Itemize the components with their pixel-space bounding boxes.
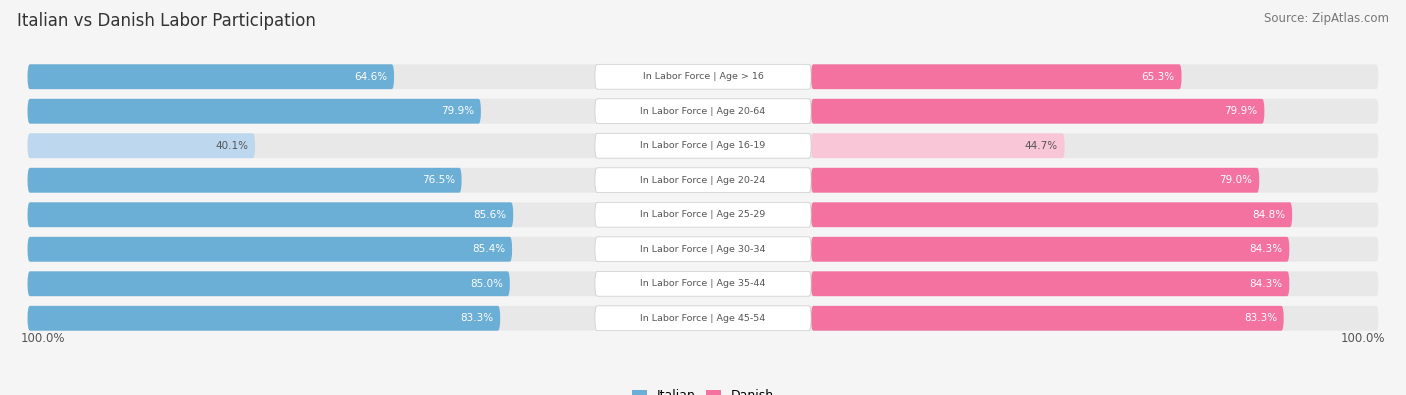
- FancyBboxPatch shape: [28, 99, 1378, 124]
- FancyBboxPatch shape: [811, 134, 1064, 158]
- Text: In Labor Force | Age 20-64: In Labor Force | Age 20-64: [640, 107, 766, 116]
- FancyBboxPatch shape: [595, 271, 811, 296]
- Text: 65.3%: 65.3%: [1142, 72, 1175, 82]
- FancyBboxPatch shape: [811, 271, 1289, 296]
- Text: 64.6%: 64.6%: [354, 72, 387, 82]
- Text: In Labor Force | Age 30-34: In Labor Force | Age 30-34: [640, 245, 766, 254]
- FancyBboxPatch shape: [811, 168, 1260, 193]
- Text: 100.0%: 100.0%: [21, 332, 65, 345]
- FancyBboxPatch shape: [28, 168, 1378, 193]
- FancyBboxPatch shape: [595, 202, 811, 227]
- FancyBboxPatch shape: [595, 306, 811, 331]
- Legend: Italian, Danish: Italian, Danish: [627, 384, 779, 395]
- FancyBboxPatch shape: [28, 237, 512, 261]
- Text: In Labor Force | Age 25-29: In Labor Force | Age 25-29: [640, 210, 766, 219]
- Text: 40.1%: 40.1%: [215, 141, 249, 151]
- FancyBboxPatch shape: [28, 64, 1378, 89]
- Text: 100.0%: 100.0%: [1341, 332, 1385, 345]
- FancyBboxPatch shape: [811, 99, 1264, 124]
- FancyBboxPatch shape: [28, 271, 510, 296]
- FancyBboxPatch shape: [28, 306, 1378, 331]
- FancyBboxPatch shape: [28, 306, 501, 331]
- Text: 84.8%: 84.8%: [1253, 210, 1285, 220]
- Text: 83.3%: 83.3%: [460, 313, 494, 323]
- Text: 79.9%: 79.9%: [441, 106, 474, 116]
- FancyBboxPatch shape: [28, 99, 481, 124]
- Text: 79.0%: 79.0%: [1219, 175, 1253, 185]
- Text: 79.9%: 79.9%: [1225, 106, 1257, 116]
- FancyBboxPatch shape: [595, 168, 811, 193]
- FancyBboxPatch shape: [28, 134, 254, 158]
- FancyBboxPatch shape: [28, 168, 461, 193]
- Text: In Labor Force | Age > 16: In Labor Force | Age > 16: [643, 72, 763, 81]
- Text: Italian vs Danish Labor Participation: Italian vs Danish Labor Participation: [17, 12, 316, 30]
- FancyBboxPatch shape: [28, 64, 394, 89]
- Text: 85.0%: 85.0%: [470, 279, 503, 289]
- Text: 84.3%: 84.3%: [1250, 244, 1282, 254]
- Text: 85.6%: 85.6%: [474, 210, 506, 220]
- Text: 76.5%: 76.5%: [422, 175, 456, 185]
- FancyBboxPatch shape: [811, 306, 1284, 331]
- FancyBboxPatch shape: [595, 64, 811, 89]
- FancyBboxPatch shape: [28, 237, 1378, 261]
- Text: In Labor Force | Age 16-19: In Labor Force | Age 16-19: [640, 141, 766, 150]
- FancyBboxPatch shape: [28, 202, 513, 227]
- Text: 85.4%: 85.4%: [472, 244, 505, 254]
- FancyBboxPatch shape: [28, 271, 1378, 296]
- FancyBboxPatch shape: [595, 134, 811, 158]
- Text: 84.3%: 84.3%: [1250, 279, 1282, 289]
- Text: 83.3%: 83.3%: [1244, 313, 1277, 323]
- FancyBboxPatch shape: [595, 99, 811, 124]
- FancyBboxPatch shape: [811, 202, 1292, 227]
- FancyBboxPatch shape: [811, 64, 1181, 89]
- FancyBboxPatch shape: [28, 202, 1378, 227]
- Text: In Labor Force | Age 45-54: In Labor Force | Age 45-54: [640, 314, 766, 323]
- FancyBboxPatch shape: [28, 134, 1378, 158]
- Text: 44.7%: 44.7%: [1025, 141, 1057, 151]
- Text: In Labor Force | Age 35-44: In Labor Force | Age 35-44: [640, 279, 766, 288]
- Text: In Labor Force | Age 20-24: In Labor Force | Age 20-24: [640, 176, 766, 185]
- Text: Source: ZipAtlas.com: Source: ZipAtlas.com: [1264, 12, 1389, 25]
- FancyBboxPatch shape: [595, 237, 811, 261]
- FancyBboxPatch shape: [811, 237, 1289, 261]
